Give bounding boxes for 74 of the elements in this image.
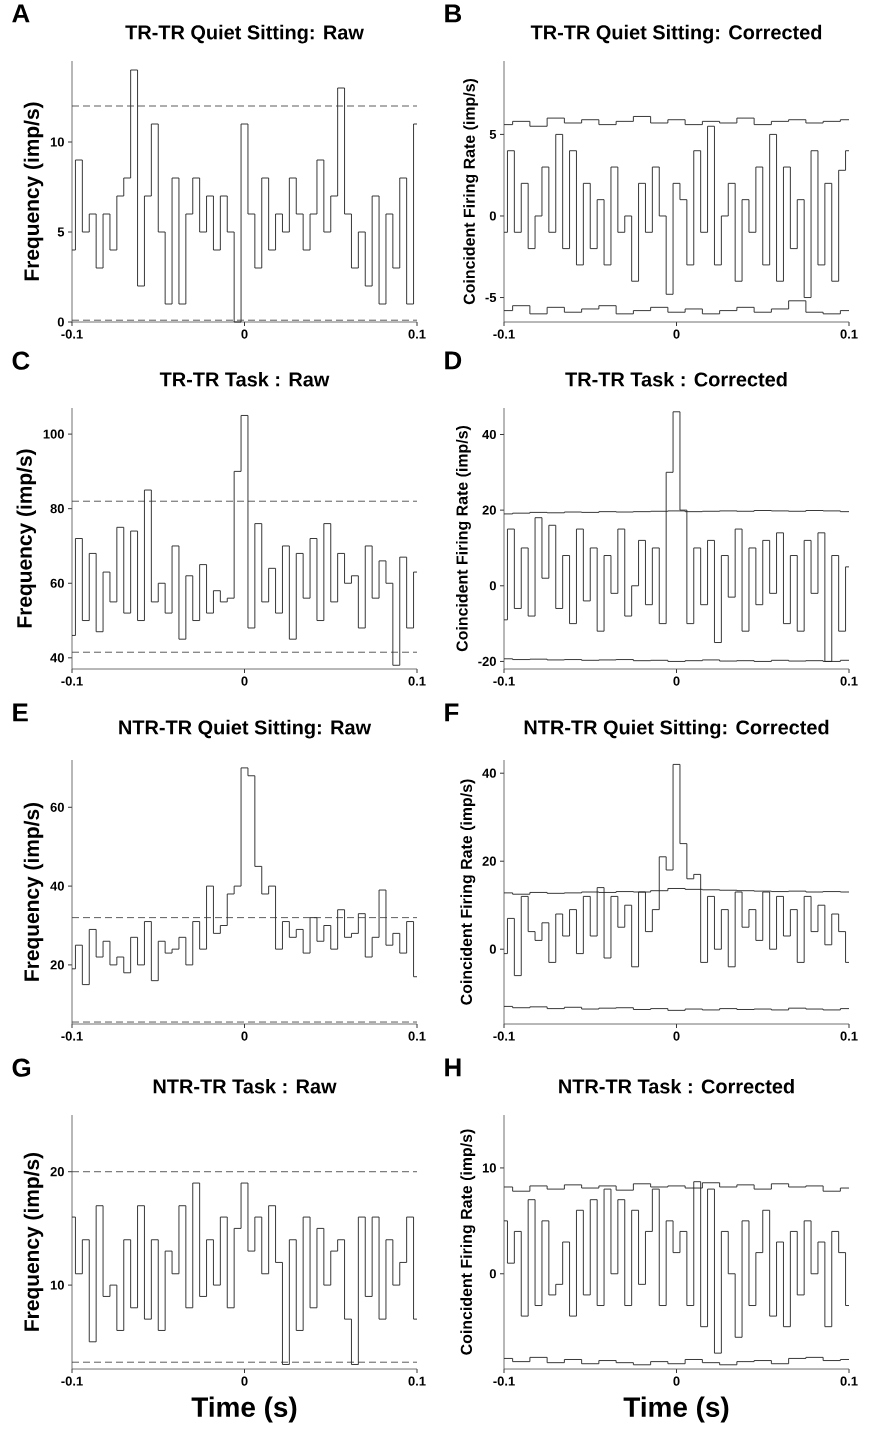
chart-title: NTR-TR Quiet Sitting: Corrected <box>524 719 829 739</box>
text: E <box>13 703 28 722</box>
chart-title: TR-TR Quiet Sitting: Raw <box>125 24 364 44</box>
text: H <box>445 1058 461 1077</box>
y-tick-label: 5 <box>489 129 497 139</box>
y-tick-label: 60 <box>50 578 64 588</box>
y-tick-label: 100 <box>43 429 64 439</box>
y-tick-label: 80 <box>50 504 64 514</box>
x-tick-label: 0.1 <box>408 1376 426 1386</box>
y-tick-label: 20 <box>50 960 64 970</box>
chart-title: NTR-TR Task : Corrected <box>559 1078 794 1094</box>
y-axis-title: Frequency (imp/s) <box>23 802 44 981</box>
x-axis-title: Time (s) <box>191 1396 297 1423</box>
x-tick-label: 0 <box>241 676 248 686</box>
x-tick-label: 0 <box>673 329 680 339</box>
x-tick-label: -0.1 <box>61 329 83 339</box>
y-axis-title: Coincident Firing Rate (imp/s) <box>460 779 476 1005</box>
chart-title: TR-TR Task : Raw <box>159 371 330 387</box>
y-tick-label: 5 <box>57 227 65 237</box>
x-tick-label: 0 <box>241 329 248 339</box>
text: B <box>445 4 462 23</box>
chart-title: TR-TR Quiet Sitting: Corrected <box>530 24 822 44</box>
text: D <box>445 351 462 370</box>
y-axis-title: Frequency (imp/s) <box>16 449 37 628</box>
text: F <box>445 703 459 722</box>
text: A <box>12 4 30 23</box>
y-tick-label: 0 <box>489 1269 496 1279</box>
y-tick-label: 20 <box>50 1167 64 1177</box>
y-tick-label: 10 <box>50 1280 64 1290</box>
x-tick-label: 0.1 <box>840 1376 858 1386</box>
text: G <box>12 1058 31 1077</box>
chart-title: TR-TR Task : Corrected <box>565 371 787 387</box>
x-tick-label: 0 <box>241 1376 248 1386</box>
y-axis-title: Coincident Firing Rate (imp/s) <box>463 78 479 305</box>
text: C <box>12 351 30 370</box>
y-tick-label: 0 <box>489 581 496 591</box>
y-tick-label: 60 <box>50 802 64 812</box>
y-axis-title: Frequency (imp/s) <box>23 102 44 281</box>
y-tick-label: 10 <box>482 1163 496 1173</box>
x-tick-label: -0.1 <box>61 676 83 686</box>
y-axis-title: Coincident Firing Rate (imp/s) <box>460 1129 476 1355</box>
y-tick-label: 40 <box>50 653 64 663</box>
x-tick-label: -0.1 <box>61 1031 83 1041</box>
y-tick-label: 20 <box>482 505 496 515</box>
x-tick-label: -0.1 <box>493 1376 515 1386</box>
y-tick-label: 40 <box>482 768 496 778</box>
y-tick-label: -5 <box>485 293 497 303</box>
x-tick-label: -0.1 <box>493 1031 515 1041</box>
x-tick-label: 0.1 <box>408 329 426 339</box>
x-tick-label: 0.1 <box>408 676 426 686</box>
x-tick-label: 0 <box>673 676 680 686</box>
y-tick-label: 40 <box>50 881 64 891</box>
x-tick-label: 0.1 <box>840 1031 858 1041</box>
y-axis-title: Frequency (imp/s) <box>23 1152 44 1331</box>
x-tick-label: 0.1 <box>408 1031 426 1041</box>
chart-title: NTR-TR Quiet Sitting: Raw <box>119 719 372 739</box>
x-tick-label: -0.1 <box>493 676 515 686</box>
y-tick-label: 0 <box>489 944 496 954</box>
x-tick-label: -0.1 <box>61 1376 83 1386</box>
y-tick-label: 0 <box>489 211 496 221</box>
y-tick-label: 10 <box>50 137 64 147</box>
x-tick-label: 0 <box>241 1031 248 1041</box>
chart-title: NTR-TR Task : Raw <box>153 1078 337 1094</box>
x-tick-label: 0.1 <box>840 676 858 686</box>
x-tick-label: 0 <box>673 1031 680 1041</box>
x-tick-label: 0 <box>673 1376 680 1386</box>
y-tick-label: 20 <box>482 856 496 866</box>
x-axis-title: Time (s) <box>623 1396 729 1423</box>
x-tick-label: -0.1 <box>493 329 515 339</box>
y-tick-label: -20 <box>478 656 496 667</box>
x-tick-label: 0.1 <box>840 329 858 339</box>
y-axis-title: Coincident Firing Rate (imp/s) <box>456 425 471 652</box>
y-tick-label: 40 <box>482 429 496 440</box>
y-tick-label: 0 <box>57 317 64 327</box>
